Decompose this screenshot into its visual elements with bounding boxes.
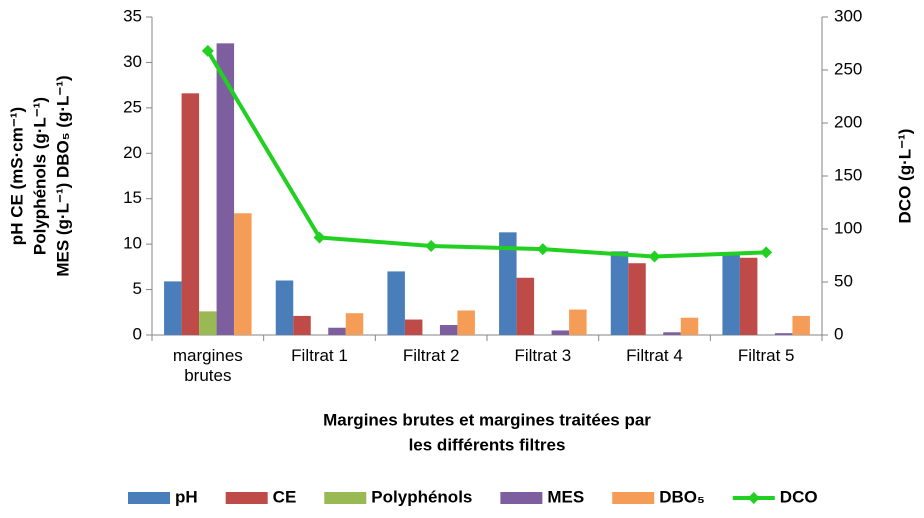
bar <box>199 311 217 335</box>
legend-swatch <box>225 492 268 504</box>
x-tick-label: Filtrat 2 <box>402 346 460 365</box>
line-marker <box>648 250 661 263</box>
bar <box>216 43 235 335</box>
y2-tick-label: 50 <box>834 271 853 290</box>
line-marker <box>536 243 549 256</box>
x-axis-title: Margines brutes et margines traitées par <box>323 410 651 429</box>
x-tick-label: Filtrat 5 <box>737 346 795 365</box>
bar <box>569 309 587 335</box>
bar <box>792 315 810 335</box>
legend-item: DBO₅ <box>612 487 705 506</box>
bar <box>722 255 740 335</box>
bar <box>774 333 793 335</box>
legend-item: Polyphénols <box>324 487 472 506</box>
bar <box>499 232 517 335</box>
legend-swatch <box>128 492 170 504</box>
y-tick-label: 30 <box>123 52 142 71</box>
bar <box>345 313 364 335</box>
bar <box>328 327 346 335</box>
y-tick-label: 15 <box>123 188 142 207</box>
y-axis-title: pH CE (mS·cm⁻¹) <box>7 107 26 245</box>
y2-tick-label: 300 <box>834 6 862 25</box>
y2-tick-label: 0 <box>834 324 843 343</box>
y-axis-title: Polyphénols (g·L⁻¹) <box>30 97 49 255</box>
bar <box>739 257 758 335</box>
legend-label: Polyphénols <box>371 487 472 506</box>
legend-item: MES <box>500 487 584 506</box>
y-tick-label: 0 <box>133 324 142 343</box>
line-marker <box>201 44 214 57</box>
x-axis-title: les différents filtres <box>409 435 566 454</box>
bar <box>628 263 646 335</box>
line-marker <box>425 239 438 252</box>
y2-tick-label: 100 <box>834 218 862 237</box>
legend-label: CE <box>273 487 297 506</box>
legend-item: pH <box>128 487 198 506</box>
y-axis-title: MES (g·L⁻¹) DBO₅ (g·L⁻¹) <box>53 75 72 276</box>
y2-axis-title: DCO (g·L⁻¹) <box>895 129 914 224</box>
y2-tick-label: 250 <box>834 59 862 78</box>
line <box>206 49 767 259</box>
y-tick-label: 20 <box>123 143 142 162</box>
legend-item: CE <box>225 487 297 506</box>
x-tick-label: Filtrat 3 <box>514 346 572 365</box>
bar <box>516 277 535 335</box>
bar <box>164 281 182 335</box>
legend-label: DCO <box>780 487 818 506</box>
bar <box>181 93 200 335</box>
bar <box>275 280 294 335</box>
legend-swatch <box>612 492 655 504</box>
x-tick-label: Filtrat 4 <box>626 346 683 365</box>
bar <box>457 310 475 335</box>
legend-label: MES <box>547 487 584 506</box>
bar <box>293 315 311 335</box>
legend-label: pH <box>175 487 198 506</box>
line-marker <box>760 246 773 259</box>
bar <box>610 251 629 335</box>
x-tick-label: Filtrat 1 <box>291 346 348 365</box>
bar <box>551 330 570 335</box>
bar <box>663 332 681 335</box>
bar <box>680 317 699 335</box>
y-tick-label: 10 <box>123 234 142 253</box>
legend-marker <box>747 492 760 504</box>
bar <box>439 325 458 335</box>
bar <box>404 319 423 335</box>
legend-label: DBO₅ <box>659 487 705 506</box>
y-tick-label: 35 <box>123 6 142 25</box>
y-tick-label: 25 <box>123 97 142 116</box>
x-tick-label: margines brutes <box>172 346 243 385</box>
bar <box>387 271 405 335</box>
legend-swatch <box>324 492 367 504</box>
line-marker <box>313 231 326 244</box>
legend-item: DCO <box>732 487 818 506</box>
legend-swatch <box>500 492 543 504</box>
y2-tick-label: 150 <box>834 165 862 184</box>
bar <box>234 213 252 335</box>
y-tick-label: 5 <box>133 279 142 298</box>
y2-tick-label: 200 <box>834 112 862 131</box>
